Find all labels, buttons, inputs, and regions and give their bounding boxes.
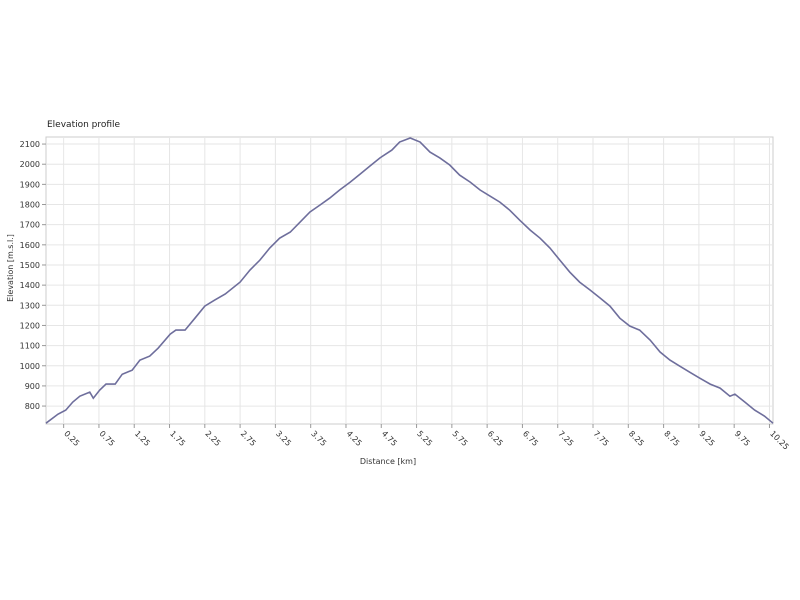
x-axis-label: Distance [km] <box>360 457 416 466</box>
x-tick-label: 6.25 <box>486 429 505 448</box>
y-tick-label: 1900 <box>20 180 40 189</box>
y-tick-label: 900 <box>25 382 40 391</box>
x-tick-label: 10.25 <box>768 429 791 452</box>
y-tick-label: 2100 <box>20 140 40 149</box>
elevation-line <box>45 137 774 424</box>
x-tick-label: 7.25 <box>556 429 575 448</box>
x-tick-label: 5.25 <box>415 429 434 448</box>
x-tick-label: 9.75 <box>733 429 752 448</box>
y-tick-label: 800 <box>25 402 40 411</box>
x-tick-label: 4.25 <box>345 429 364 448</box>
x-tick-label: 5.75 <box>450 429 469 448</box>
y-tick-label: 1100 <box>20 342 40 351</box>
x-tick-label: 3.25 <box>274 429 293 448</box>
y-tick-label: 1800 <box>20 201 40 210</box>
x-tick-label: 1.25 <box>133 429 152 448</box>
x-tick-label: 6.75 <box>521 429 540 448</box>
x-tick-label: 9.25 <box>697 429 716 448</box>
y-tick-label: 1300 <box>20 301 40 310</box>
x-tick-label: 8.75 <box>662 429 681 448</box>
y-tick-label: 1400 <box>20 281 40 290</box>
x-tick-label: 3.75 <box>309 429 328 448</box>
x-tick-label: 7.75 <box>592 429 611 448</box>
y-tick-label: 1600 <box>20 241 40 250</box>
x-tick-label: 2.25 <box>203 429 222 448</box>
chart-title: Elevation profile <box>47 120 121 130</box>
x-tick-label: 0.25 <box>62 429 81 448</box>
y-axis-label: Elevation [m.s.l.] <box>6 234 15 302</box>
y-tick-label: 1500 <box>20 261 40 270</box>
x-tick-label: 1.75 <box>168 429 187 448</box>
x-tick-label: 8.25 <box>627 429 646 448</box>
y-tick-label: 1700 <box>20 221 40 230</box>
y-tick-label: 1200 <box>20 321 40 330</box>
y-tick-label: 2000 <box>20 160 40 169</box>
x-tick-label: 2.75 <box>239 429 258 448</box>
y-tick-label: 1000 <box>20 362 40 371</box>
x-tick-label: 4.75 <box>380 429 399 448</box>
x-tick-label: 0.75 <box>98 429 117 448</box>
